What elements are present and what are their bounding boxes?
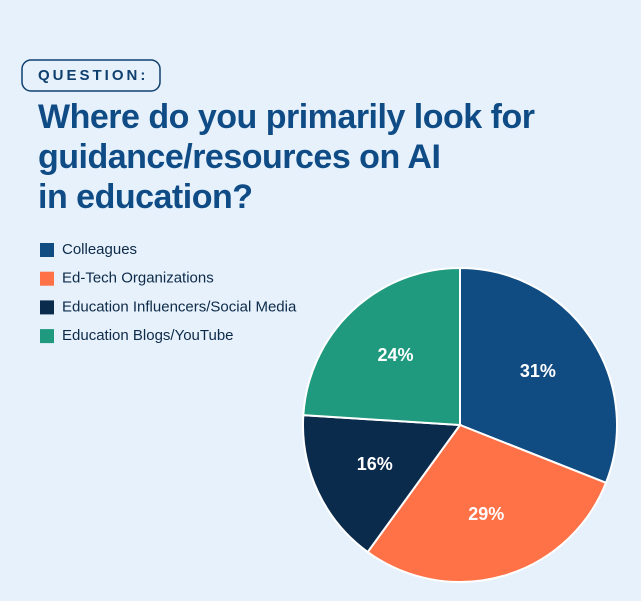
legend-swatch [40,271,54,286]
pie-slice [302,414,462,554]
title-line: guidance/resources on AI [38,138,440,176]
value-label: 16% [357,454,393,474]
pie-slice [459,266,618,485]
legend-label: Education Influencers/Social Media [62,298,297,315]
legend-label: Ed-Tech Organizations [62,270,214,287]
title-line: Where do you primarily look for [38,98,535,136]
title-line: in education? [38,178,253,216]
pie-slice [366,423,608,583]
value-label: 29% [468,504,504,524]
value-label: 24% [378,345,414,365]
legend-swatch [40,329,54,344]
legend-swatch [40,243,54,257]
legend-label: Education Blogs/YouTube [62,327,234,344]
badge-label: QUESTION: [38,67,148,84]
legend-label: Colleagues [62,241,137,258]
legend-swatch [40,300,54,315]
badge-frame [21,59,161,92]
value-label: 31% [520,361,556,381]
pie-slice [302,266,461,427]
